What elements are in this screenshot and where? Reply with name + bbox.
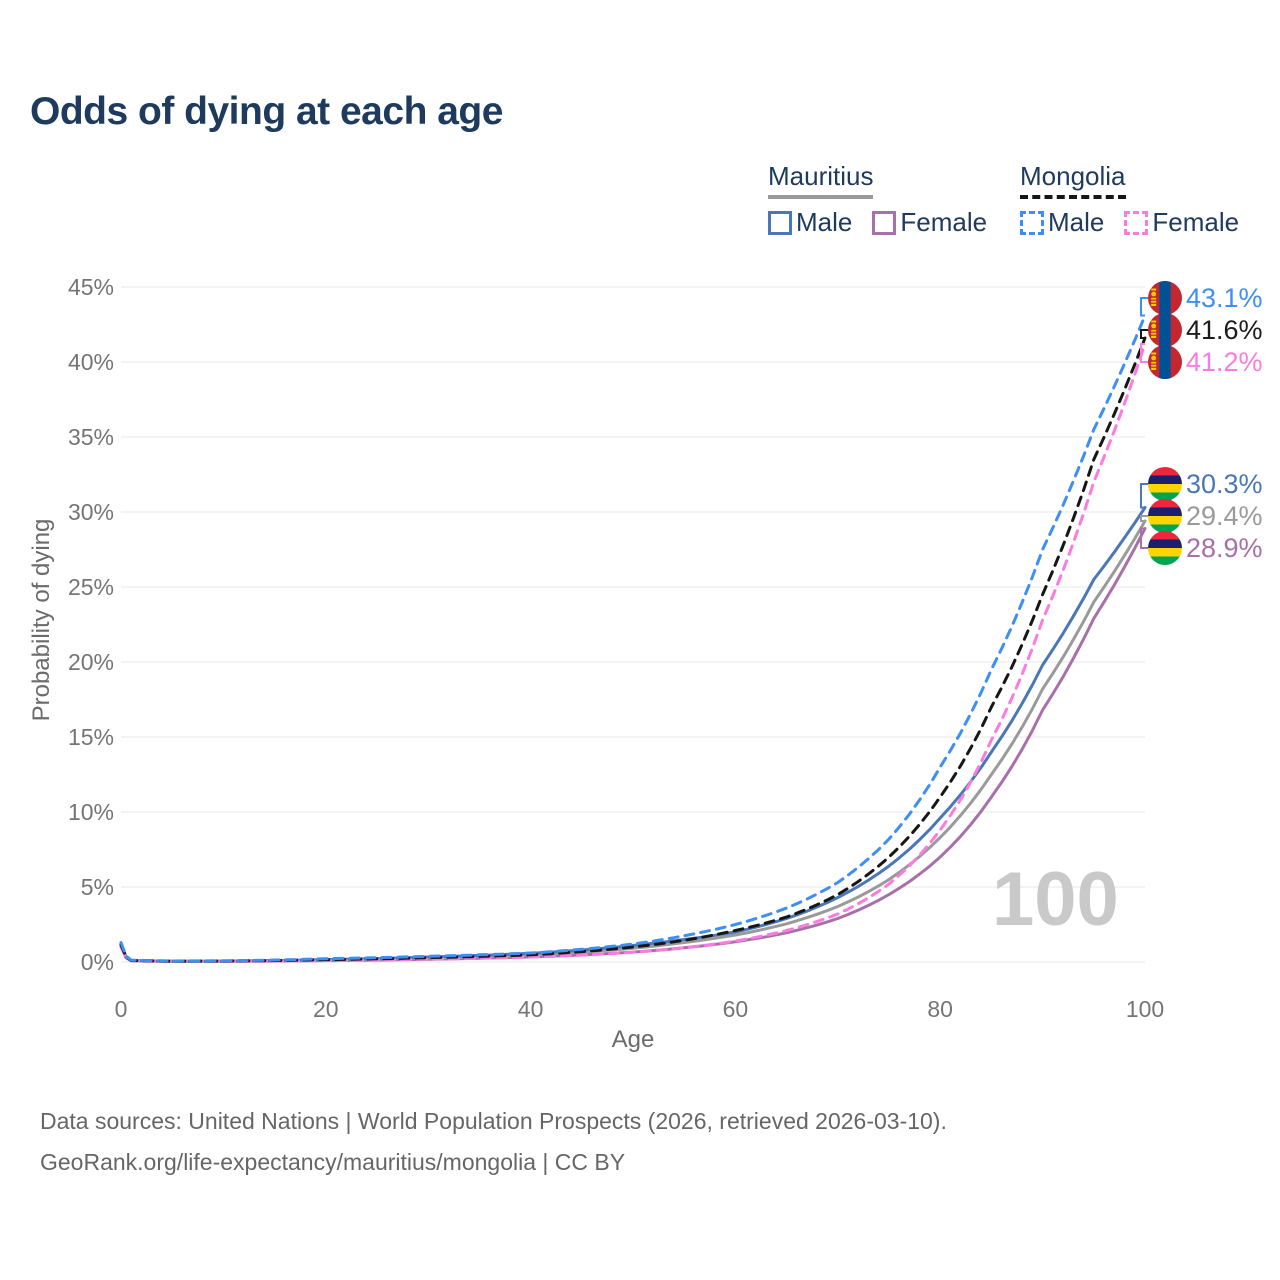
y-tick-label: 35% (67, 424, 114, 450)
end-label-leader (1140, 527, 1148, 549)
legend-item-mauritius-male[interactable]: Male (768, 207, 852, 238)
legend-group-mongolia: Mongolia Male Female (1020, 161, 1239, 238)
attribution-link-text[interactable]: GeoRank.org/life-expectancy/mauritius/mo… (40, 1149, 626, 1175)
legend-item-label: Male (796, 207, 853, 237)
x-tick-label: 0 (114, 996, 128, 1022)
end-label-leader (1140, 343, 1148, 363)
legend-country-mongolia: Mongolia (1020, 161, 1126, 199)
page-title: Odds of dying at each age (30, 90, 503, 133)
x-tick-label: 60 (722, 996, 749, 1022)
y-tick-label: 25% (67, 574, 114, 600)
y-tick-label: 30% (67, 499, 114, 525)
end-value-label-mauritius-male: 30.3% (1186, 469, 1263, 499)
x-tick-label: 100 (1125, 996, 1165, 1022)
y-tick-label: 45% (67, 274, 114, 300)
y-tick-label: 40% (67, 349, 114, 375)
legend-item-label: Male (1048, 207, 1105, 237)
end-value-label-mauritius-both-sexes: 29.4% (1186, 501, 1263, 531)
legend-item-mongolia-female[interactable]: Female (1124, 207, 1239, 238)
age-counter-watermark: 100 (992, 857, 1119, 942)
legend-item-mauritius-female[interactable]: Female (872, 207, 987, 238)
y-tick-label: 10% (67, 799, 114, 825)
y-tick-label: 0% (80, 949, 114, 975)
mauritius-female-swatch-icon (872, 210, 897, 235)
x-axis-title: Age (611, 1026, 655, 1053)
x-tick-label: 20 (313, 996, 339, 1022)
end-value-label-mongolia-male: 43.1% (1186, 283, 1263, 313)
y-tick-label: 15% (67, 724, 114, 750)
mongolia-flag-icon (1148, 281, 1182, 315)
data-sources-text: Data sources: United Nations | World Pop… (40, 1108, 947, 1134)
legend-item-label: Female (1152, 207, 1240, 237)
end-value-label-mongolia-female: 41.2% (1186, 347, 1263, 377)
mauritius-male-swatch-icon (768, 210, 792, 235)
mauritius-flag-icon (1148, 499, 1182, 533)
legend-group-mauritius: Mauritius Male Female (768, 161, 987, 238)
legend-country-mauritius: Mauritius (768, 161, 874, 199)
mongolia-female-swatch-icon (1124, 210, 1149, 235)
y-tick-label: 5% (80, 874, 114, 900)
series-line-mongolia-female (119, 342, 1147, 963)
series-line-mongolia-male (119, 314, 1147, 963)
x-tick-label: 80 (927, 996, 953, 1022)
mongolia-flag-icon (1148, 313, 1182, 347)
mongolia-flag-icon (1148, 345, 1182, 379)
end-value-label-mongolia-both-sexes: 41.6% (1186, 315, 1263, 345)
legend-item-label: Female (900, 207, 988, 237)
y-tick-label: 20% (67, 649, 114, 675)
end-label-leader (1140, 297, 1148, 317)
series-line-mongolia-both-sexes (119, 336, 1147, 963)
mongolia-male-swatch-icon (1020, 210, 1044, 235)
legend: Mauritius Male Female Mongolia Male (0, 161, 1280, 241)
mauritius-flag-icon (1148, 531, 1182, 565)
end-label-leader (1140, 329, 1148, 339)
x-tick-label: 40 (517, 996, 544, 1022)
end-value-label-mauritius-female: 28.9% (1186, 533, 1263, 563)
end-label-leader (1140, 483, 1148, 509)
end-label-leader (1140, 515, 1148, 522)
legend-item-mongolia-male[interactable]: Male (1020, 207, 1104, 238)
mauritius-flag-icon (1148, 467, 1182, 501)
